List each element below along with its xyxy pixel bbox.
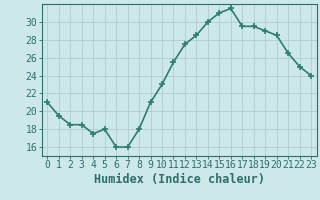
X-axis label: Humidex (Indice chaleur): Humidex (Indice chaleur) [94, 173, 265, 186]
